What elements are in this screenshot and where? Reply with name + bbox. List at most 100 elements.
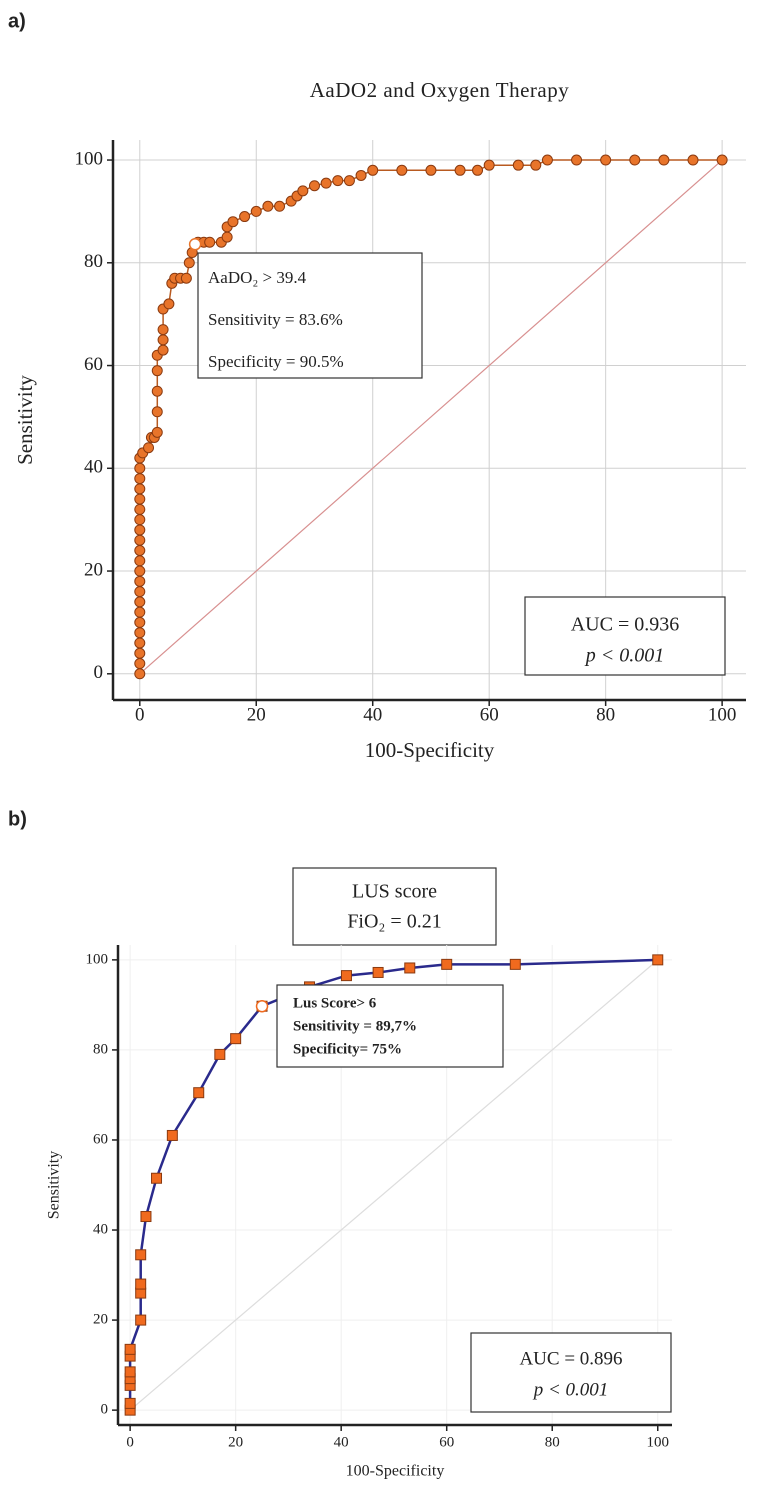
annotation-text: Specificity= 75% (293, 1041, 402, 1057)
data-point (274, 200, 286, 212)
data-point (134, 637, 146, 649)
data-point (134, 473, 146, 485)
x-tick-label: 80 (545, 1434, 560, 1450)
reference-diagonal (139, 159, 723, 675)
panel-label: b) (8, 808, 27, 830)
annotation-text: AUC = 0.936 (571, 614, 680, 636)
data-point (134, 616, 146, 628)
data-point (134, 493, 146, 505)
roc-chart: a) AaDO2 and Oxygen Therapy 0 20 40 60 80 100 0 2… (8, 10, 746, 762)
annotation-text: p < 0.001 (584, 645, 665, 667)
x-tick-label: 60 (439, 1434, 454, 1450)
data-point (512, 159, 524, 171)
data-point (250, 205, 262, 217)
data-point (193, 1087, 205, 1099)
data-point (134, 606, 146, 618)
data-point (134, 575, 146, 587)
annotation-box (470, 1332, 672, 1413)
data-point (151, 426, 163, 438)
data-point (472, 164, 484, 176)
y-tick-label: 40 (84, 457, 103, 478)
y-tick-label: 0 (94, 662, 104, 683)
x-tick-label: 60 (480, 704, 499, 725)
data-point (343, 175, 355, 187)
x-tick-label: 20 (228, 1434, 243, 1450)
data-point (227, 216, 239, 228)
data-point (600, 154, 612, 166)
data-point (652, 954, 664, 966)
data-point (716, 154, 728, 166)
data-point (151, 365, 163, 377)
data-point (629, 154, 641, 166)
data-point (134, 534, 146, 546)
data-point (151, 406, 163, 418)
data-point (571, 154, 583, 166)
data-point (134, 483, 146, 495)
data-point (134, 514, 146, 526)
data-point (320, 177, 332, 189)
data-point (262, 200, 274, 212)
data-point (166, 1129, 178, 1141)
x-tick-label: 20 (247, 704, 266, 725)
annotation-text: AUC = 0.896 (519, 1348, 622, 1369)
roc-chart: b) LUS score FiO₂ = 0.21 0 20 40 60 80 100 0 20 40 6… (8, 808, 672, 1480)
data-point (530, 159, 542, 171)
data-point (163, 298, 175, 310)
x-axis-label: 100-Specificity (365, 738, 495, 762)
data-point (239, 211, 251, 223)
data-point (140, 1211, 152, 1223)
y-tick-label: 20 (84, 559, 103, 580)
data-point (134, 555, 146, 567)
chart-title: LUS score (352, 881, 437, 903)
data-point (441, 958, 453, 970)
data-point (340, 970, 352, 982)
annotation-text: Sensitivity = 83.6% (208, 310, 343, 329)
data-point (658, 154, 670, 166)
y-tick-label: 40 (93, 1221, 108, 1237)
annotation-text: AaDO₂ > 39.4 (208, 268, 307, 287)
data-point (372, 966, 384, 978)
data-point (134, 647, 146, 659)
data-point (367, 164, 379, 176)
annotation-box (197, 252, 423, 379)
data-point (151, 1172, 163, 1184)
x-tick-label: 40 (334, 1434, 349, 1450)
data-point (134, 627, 146, 639)
criterion-point (255, 999, 269, 1013)
data-point (332, 175, 344, 187)
annotation-box (524, 596, 726, 676)
data-point (135, 1314, 147, 1326)
data-point (134, 503, 146, 515)
annotation-text: Lus Score> 6 (293, 995, 377, 1011)
data-point (134, 596, 146, 608)
y-tick-label: 80 (93, 1041, 108, 1057)
data-point (134, 668, 146, 680)
data-point (135, 1278, 147, 1290)
data-point (134, 544, 146, 556)
y-tick-label: 0 (101, 1402, 109, 1418)
chart-subtitle: FiO₂ = 0.21 (347, 911, 441, 933)
x-tick-label: 80 (596, 704, 615, 725)
x-axis-label: 100-Specificity (346, 1463, 445, 1480)
data-point (135, 1249, 147, 1261)
annotation-text: Specificity = 90.5% (208, 352, 344, 371)
data-point (143, 442, 155, 454)
data-point (134, 586, 146, 598)
data-point (135, 1287, 147, 1299)
data-point (157, 324, 169, 336)
data-point (134, 658, 146, 670)
reference-diagonal (129, 959, 659, 1411)
data-point (124, 1366, 136, 1378)
data-point (157, 334, 169, 346)
data-point (297, 185, 309, 197)
data-point (124, 1397, 136, 1409)
x-tick-label: 100 (708, 704, 737, 725)
data-point (425, 164, 437, 176)
data-point (134, 565, 146, 577)
data-point (157, 344, 169, 356)
y-tick-label: 100 (75, 148, 104, 169)
data-point (124, 1343, 136, 1355)
data-point (151, 385, 163, 397)
data-point (134, 524, 146, 536)
data-point (134, 462, 146, 474)
